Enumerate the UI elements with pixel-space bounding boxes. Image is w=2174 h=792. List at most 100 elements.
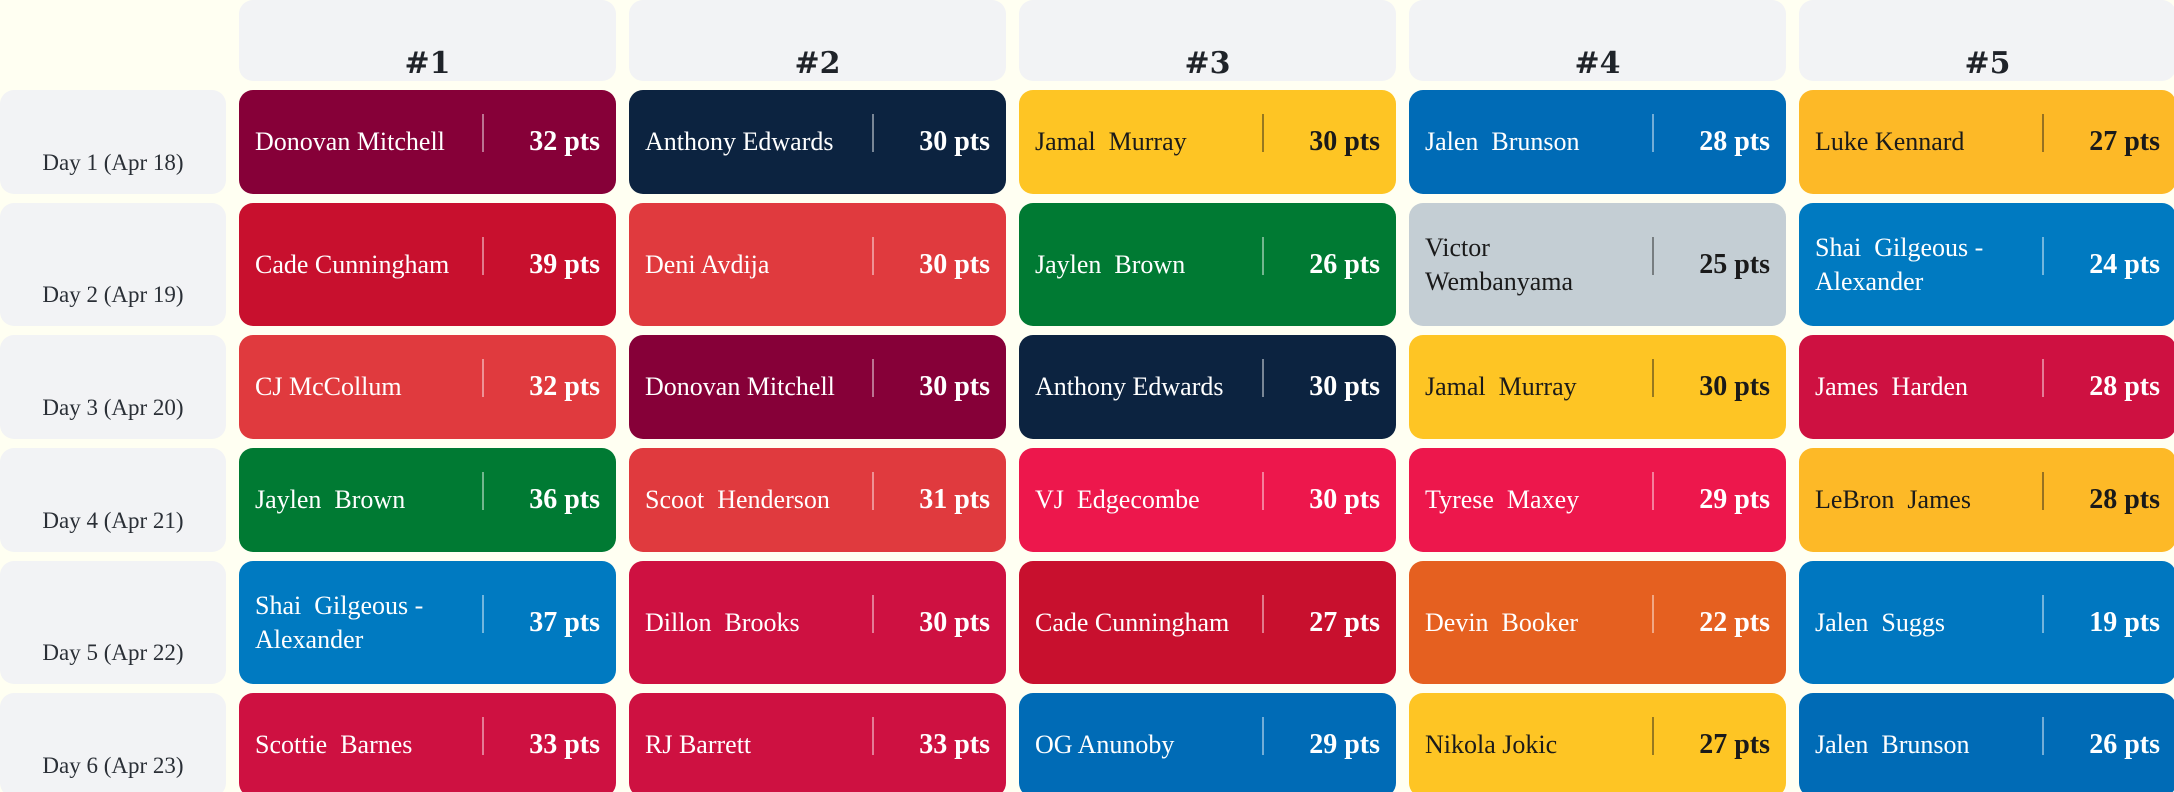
card-divider [872, 114, 874, 152]
player-name: Victor Wembanyama [1425, 232, 1574, 296]
card-divider [1262, 717, 1264, 755]
player-name: Donovan Mitchell [255, 127, 445, 157]
card-divider [482, 472, 484, 510]
card-divider [482, 717, 484, 755]
player-card[interactable]: VJ Edgecombe 30 pts [1019, 448, 1396, 552]
card-divider [1652, 472, 1654, 510]
card-divider [1262, 595, 1264, 633]
player-name: James Harden [1815, 372, 1969, 402]
points-value: 33 pts [919, 729, 990, 760]
card-divider [2042, 472, 2044, 510]
player-name: Jamal Murray [1035, 127, 1187, 157]
points-value: 27 pts [1309, 606, 1380, 638]
player-card[interactable]: Jalen Suggs 19 pts [1799, 561, 2174, 684]
player-name: Devin Booker [1425, 607, 1579, 637]
card-divider [2042, 237, 2044, 275]
player-card[interactable]: Dillon Brooks 30 pts [629, 561, 1006, 684]
player-card[interactable]: James Harden 28 pts [1799, 335, 2174, 439]
player-card[interactable]: Jaylen Brown 26 pts [1019, 203, 1396, 326]
card-divider [872, 717, 874, 755]
points-value: 24 pts [2089, 248, 2160, 280]
card-divider [872, 237, 874, 275]
day-label-text: Day 4 (Apr 21) [42, 508, 184, 533]
player-name: Shai Gilgeous - Alexander [255, 590, 429, 654]
player-card[interactable]: Tyrese Maxey 29 pts [1409, 448, 1786, 552]
player-card[interactable]: Devin Booker 22 pts [1409, 561, 1786, 684]
player-name: VJ Edgecombe [1035, 485, 1200, 515]
player-name: LeBron James [1815, 485, 1971, 515]
card-divider [872, 595, 874, 633]
player-name: Jalen Brunson [1815, 730, 1970, 760]
points-value: 32 pts [529, 371, 600, 402]
points-value: 26 pts [1309, 248, 1380, 280]
points-value: 29 pts [1699, 484, 1770, 515]
grid-corner [0, 0, 226, 81]
player-card[interactable]: Jamal Murray 30 pts [1019, 90, 1396, 194]
day-label-2: Day 2 (Apr 19) [0, 203, 226, 326]
points-value: 28 pts [2089, 371, 2160, 402]
rank-header-label: #3 [1184, 46, 1231, 81]
points-value: 31 pts [919, 484, 990, 515]
card-divider [1262, 237, 1264, 275]
player-name: Cade Cunningham [255, 249, 450, 279]
player-card[interactable]: Jalen Brunson 26 pts [1799, 693, 2174, 792]
day-label-4: Day 4 (Apr 21) [0, 448, 226, 552]
player-card[interactable]: Donovan Mitchell 30 pts [629, 335, 1006, 439]
player-card[interactable]: Donovan Mitchell 32 pts [239, 90, 616, 194]
player-name: Jalen Suggs [1815, 607, 1945, 637]
player-card[interactable]: LeBron James 28 pts [1799, 448, 2174, 552]
points-value: 30 pts [919, 606, 990, 638]
player-card[interactable]: Nikola Jokic 27 pts [1409, 693, 1786, 792]
player-card[interactable]: CJ McCollum 32 pts [239, 335, 616, 439]
player-card[interactable]: Jaylen Brown 36 pts [239, 448, 616, 552]
points-value: 36 pts [529, 484, 600, 515]
player-name: Deni Avdija [645, 249, 770, 279]
card-divider [2042, 359, 2044, 397]
points-value: 26 pts [2089, 729, 2160, 760]
player-name: Jamal Murray [1425, 372, 1577, 402]
player-card[interactable]: Deni Avdija 30 pts [629, 203, 1006, 326]
card-divider [1652, 359, 1654, 397]
rank-header-label: #5 [1964, 46, 2011, 81]
card-divider [1262, 114, 1264, 152]
player-name: Scoot Henderson [645, 485, 830, 515]
points-value: 39 pts [529, 248, 600, 280]
points-value: 30 pts [919, 248, 990, 280]
player-card[interactable]: Scoot Henderson 31 pts [629, 448, 1006, 552]
player-card[interactable]: Cade Cunningham 27 pts [1019, 561, 1396, 684]
player-card[interactable]: Anthony Edwards 30 pts [1019, 335, 1396, 439]
player-card[interactable]: Jalen Brunson 28 pts [1409, 90, 1786, 194]
player-name: Jaylen Brown [255, 485, 406, 515]
card-divider [2042, 114, 2044, 152]
rank-header-label: #1 [404, 46, 451, 81]
player-name: Luke Kennard [1815, 127, 1965, 157]
player-card[interactable]: Jamal Murray 30 pts [1409, 335, 1786, 439]
card-divider [1652, 237, 1654, 275]
card-divider [1262, 472, 1264, 510]
points-value: 28 pts [2089, 484, 2160, 515]
rank-header-1: #1 [239, 0, 616, 81]
points-value: 30 pts [919, 371, 990, 402]
player-card[interactable]: Luke Kennard 27 pts [1799, 90, 2174, 194]
player-name: Jaylen Brown [1035, 249, 1186, 279]
rank-header-5: #5 [1799, 0, 2174, 81]
player-name: Anthony Edwards [1035, 372, 1224, 402]
day-label-6: Day 6 (Apr 23) [0, 693, 226, 792]
points-value: 22 pts [1699, 606, 1770, 638]
points-value: 33 pts [529, 729, 600, 760]
player-card[interactable]: OG Anunoby 29 pts [1019, 693, 1396, 792]
day-label-text: Day 2 (Apr 19) [42, 282, 184, 307]
player-name: Nikola Jokic [1425, 730, 1558, 760]
player-card[interactable]: Shai Gilgeous - Alexander 37 pts [239, 561, 616, 684]
player-card[interactable]: Cade Cunningham 39 pts [239, 203, 616, 326]
points-value: 30 pts [1699, 371, 1770, 402]
player-card[interactable]: RJ Barrett 33 pts [629, 693, 1006, 792]
player-card[interactable]: Shai Gilgeous - Alexander 24 pts [1799, 203, 2174, 326]
card-divider [482, 114, 484, 152]
card-divider [482, 237, 484, 275]
player-card[interactable]: Scottie Barnes 33 pts [239, 693, 616, 792]
rank-header-2: #2 [629, 0, 1006, 81]
player-card[interactable]: Victor Wembanyama 25 pts [1409, 203, 1786, 326]
day-label-5: Day 5 (Apr 22) [0, 561, 226, 684]
player-card[interactable]: Anthony Edwards 30 pts [629, 90, 1006, 194]
